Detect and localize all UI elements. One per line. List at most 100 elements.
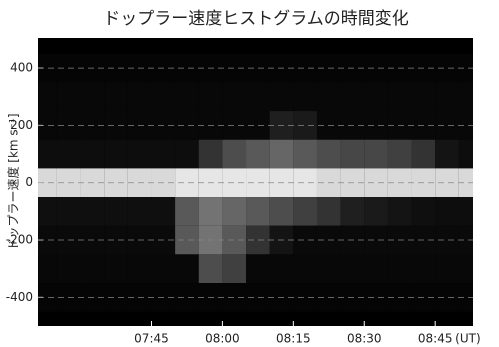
x-tick-label: 07:45 — [134, 332, 169, 346]
heat-cell — [57, 82, 81, 111]
heat-cell — [222, 254, 246, 283]
heat-cell — [199, 140, 223, 169]
heat-cell — [151, 254, 175, 283]
heat-cell — [459, 197, 473, 226]
heat-cell — [341, 82, 365, 111]
heat-cell — [341, 140, 365, 169]
heat-cell — [459, 140, 473, 169]
x-tick-label: 08:30 — [347, 332, 382, 346]
heat-cell — [57, 140, 81, 169]
heat-cell — [412, 197, 436, 226]
heat-cell — [341, 197, 365, 226]
heat-cell — [412, 82, 436, 111]
y-tick-label: -200 — [6, 233, 33, 247]
heat-cell — [38, 140, 57, 169]
y-tick-label: 200 — [10, 118, 33, 132]
heat-cell — [175, 82, 199, 111]
heat-cell — [412, 254, 436, 283]
heat-cell — [104, 54, 128, 83]
heat-cell — [38, 197, 57, 226]
heat-cell — [222, 140, 246, 169]
heat-cell — [81, 140, 105, 169]
heat-cell — [81, 254, 105, 283]
heat-cell — [364, 283, 388, 312]
heat-cell — [293, 197, 317, 226]
heat-cell — [246, 82, 270, 111]
heat-cell — [151, 82, 175, 111]
heat-cell — [293, 140, 317, 169]
heat-cell — [270, 82, 294, 111]
x-axis-unit: (UT) — [455, 332, 480, 346]
heat-cell — [175, 254, 199, 283]
heat-cell — [435, 254, 459, 283]
heat-cell — [459, 254, 473, 283]
heat-cell — [270, 254, 294, 283]
heat-cell — [270, 197, 294, 226]
y-tick-label: 400 — [10, 61, 33, 75]
heat-cell — [364, 82, 388, 111]
heat-cell — [246, 140, 270, 169]
heat-cell — [222, 82, 246, 111]
y-axis-label: ドップラー速度 [km s⁻¹] — [6, 113, 21, 250]
heat-cell — [104, 168, 128, 197]
heat-cell — [341, 254, 365, 283]
heat-cell — [317, 197, 341, 226]
heat-cell — [151, 140, 175, 169]
heat-cell — [128, 254, 152, 283]
heat-cell — [175, 140, 199, 169]
chart-title: ドップラー速度ヒストグラムの時間変化 — [103, 9, 409, 29]
heat-cell — [81, 197, 105, 226]
heat-cell — [57, 197, 81, 226]
heat-cell — [104, 197, 128, 226]
heat-cell — [317, 140, 341, 169]
heat-cell — [435, 140, 459, 169]
heat-cell — [317, 82, 341, 111]
heat-cell — [199, 197, 223, 226]
heat-cell — [104, 111, 128, 140]
heat-cell — [364, 168, 388, 197]
heat-cell — [293, 254, 317, 283]
heat-cell — [459, 82, 473, 111]
heat-cell — [317, 254, 341, 283]
heat-cell — [199, 254, 223, 283]
heat-cell — [435, 197, 459, 226]
heat-cell — [364, 111, 388, 140]
heat-cell — [104, 226, 128, 255]
heat-cell — [104, 254, 128, 283]
heat-cell — [38, 82, 57, 111]
heat-cell — [246, 197, 270, 226]
heat-cell — [175, 197, 199, 226]
x-tick-label: 08:15 — [276, 332, 311, 346]
heat-cell — [151, 197, 175, 226]
heat-cell — [128, 82, 152, 111]
heat-cell — [388, 197, 412, 226]
heat-cell — [364, 254, 388, 283]
heat-cell — [104, 82, 128, 111]
x-tick-label: 08:00 — [205, 332, 240, 346]
heat-cell — [81, 82, 105, 111]
heat-cell — [222, 197, 246, 226]
heat-cell — [57, 254, 81, 283]
heat-cell — [364, 140, 388, 169]
chart: ドップラー速度ヒストグラムの時間変化 ドップラー速度 [km s⁻¹] -400… — [0, 0, 499, 347]
y-tick-label: -400 — [6, 290, 33, 304]
heat-cell — [128, 140, 152, 169]
heat-cell — [364, 226, 388, 255]
heat-cell — [199, 82, 223, 111]
heat-cell — [364, 54, 388, 83]
heat-cell — [412, 140, 436, 169]
heat-cell — [435, 82, 459, 111]
heat-cell — [293, 82, 317, 111]
x-tick-label: 08:45 — [418, 332, 453, 346]
heat-cell — [128, 197, 152, 226]
heat-cell — [388, 140, 412, 169]
heat-cell — [388, 82, 412, 111]
heat-cell — [388, 254, 412, 283]
heat-cell — [104, 283, 128, 312]
heat-cell — [246, 254, 270, 283]
heat-cell — [364, 197, 388, 226]
heat-cell — [38, 254, 57, 283]
y-tick-label: 0 — [25, 175, 33, 189]
heat-cell — [104, 140, 128, 169]
heat-cell — [270, 140, 294, 169]
